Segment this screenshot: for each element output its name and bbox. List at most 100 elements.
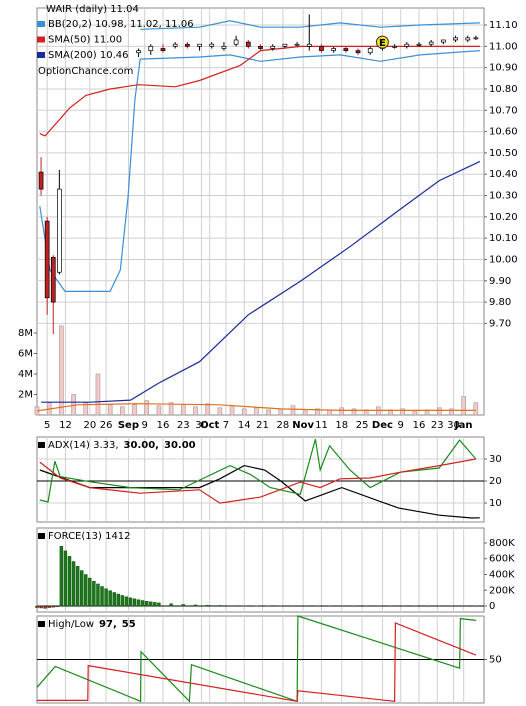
force-bar (84, 574, 88, 607)
x-tick-label: 20 (83, 420, 96, 431)
legend-label: BB(20,2) 10.98, 11.02, 11.06 (48, 19, 194, 30)
candle-body (465, 37, 471, 41)
force-bar (116, 593, 120, 607)
force-bar (132, 598, 137, 607)
force-bar (140, 600, 145, 607)
volume-bar (120, 406, 125, 416)
force-bar (193, 604, 198, 607)
force-bar (254, 605, 259, 607)
earnings-label: E (379, 38, 386, 49)
y-tick-label: 800K (489, 538, 515, 549)
force-bar (437, 605, 441, 607)
volume-tick-label: 4M (18, 369, 33, 380)
y-tick-label: 10.70 (489, 105, 518, 116)
candle-body (473, 37, 479, 40)
candle-body (416, 43, 422, 46)
x-tick-label: 30 (447, 420, 460, 431)
volume-bar (278, 408, 284, 416)
x-tick-label: 14 (238, 420, 251, 431)
x-tick-label: 21 (256, 420, 269, 431)
x-tick-label: 23 (177, 420, 190, 431)
panel-frame (36, 527, 485, 613)
x-tick-label: 16 (413, 420, 426, 431)
panel-header: High/Low (48, 619, 94, 630)
candle-body (136, 50, 141, 54)
candle-body (392, 46, 397, 48)
candle-body (428, 41, 434, 45)
candle-body (343, 48, 349, 51)
force-bar (291, 605, 295, 607)
volume-bar (241, 408, 247, 416)
panel-header: ADX(14) 3.33, (48, 440, 119, 451)
x-tick-label: 30 (195, 420, 208, 431)
x-tick-label: 25 (356, 420, 369, 431)
candle-body (453, 37, 458, 41)
header-swatch (38, 533, 45, 539)
force-bar (303, 605, 307, 607)
y-tick-label: 600K (489, 554, 515, 565)
candle-body (441, 39, 446, 43)
volume-bar (217, 407, 223, 416)
force-bar (425, 605, 429, 607)
candle-body (404, 43, 410, 47)
force-bar (315, 605, 320, 607)
force-bar (51, 605, 55, 608)
bollinger-upper (140, 20, 480, 30)
force-bar (108, 590, 112, 607)
candle-body (50, 256, 56, 303)
force-bar (100, 586, 104, 607)
candle-body (270, 46, 276, 49)
volume-bar (95, 373, 101, 416)
volume-bar (400, 408, 406, 416)
force-bar (43, 605, 47, 609)
y-tick-label: 11.00 (489, 41, 518, 52)
candle-body (258, 46, 263, 49)
y-tick-label: 10.10 (489, 233, 518, 244)
force-bar (461, 605, 466, 607)
candle-body (355, 50, 361, 54)
volume-bar (59, 325, 64, 416)
candle-body (44, 220, 50, 299)
indicator-line (39, 458, 477, 504)
legend-swatch (37, 21, 45, 27)
x-tick-label: Dec (372, 420, 393, 431)
candle-body (245, 41, 251, 47)
force-bar (67, 556, 72, 607)
watermark: OptionChance.com (38, 66, 133, 77)
force-bar (63, 550, 68, 607)
header-swatch (38, 621, 45, 627)
force-bar (376, 605, 381, 607)
force-bar (181, 604, 185, 607)
force-bar (112, 592, 116, 607)
x-tick-label: 26 (100, 420, 113, 431)
volume-average (36, 403, 476, 412)
candle-body (282, 43, 288, 47)
volume-bar (266, 409, 271, 416)
panel-header: 97, (99, 619, 117, 630)
volume-bar (315, 408, 320, 416)
x-tick-label: 11 (315, 420, 328, 431)
force-bar (279, 605, 283, 607)
x-tick-label: 18 (335, 420, 348, 431)
y-tick-label: 10.40 (489, 169, 518, 180)
force-bar (79, 570, 84, 607)
moving-average (39, 45, 480, 137)
y-tick-label: 9.70 (489, 318, 511, 329)
y-tick-label: 0 (489, 601, 495, 612)
volume-bar (132, 404, 137, 416)
candle-body (209, 43, 215, 47)
volume-bar (351, 408, 357, 416)
volume-bar (473, 402, 479, 416)
force-bar (59, 545, 64, 607)
force-bar (388, 605, 393, 607)
force-bar (205, 605, 210, 607)
force-bar (352, 605, 356, 607)
x-tick-label: 9 (141, 420, 147, 431)
x-tick-label: 7 (223, 420, 229, 431)
force-bar (401, 605, 405, 607)
candle-body (56, 188, 62, 273)
volume-bar (168, 402, 174, 416)
candle-body (367, 48, 373, 54)
force-bar (340, 605, 344, 607)
volume-bar (229, 405, 235, 416)
